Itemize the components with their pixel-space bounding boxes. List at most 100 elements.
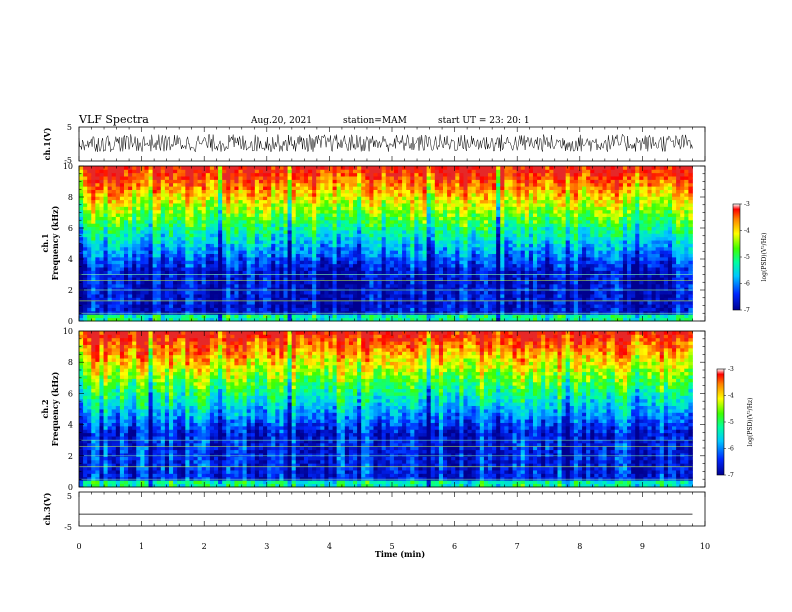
spectrogram-cell [483, 189, 489, 194]
spectrogram-cell [410, 186, 415, 190]
spectrogram-cell [402, 270, 407, 275]
spectrogram-cell [381, 267, 387, 271]
spectrogram-cell [316, 304, 321, 308]
spectrogram-cell [496, 256, 501, 261]
spectrogram-cell [234, 196, 239, 201]
spectrogram-cell [508, 176, 513, 180]
spectrogram-cell [443, 169, 448, 174]
spectrogram-cell [410, 267, 415, 271]
spectrogram-cell [295, 304, 301, 308]
spectrogram-cell [365, 287, 370, 292]
spectrogram-cell [348, 219, 354, 224]
spectrogram-cell [287, 209, 293, 214]
spectrogram-cell [246, 260, 252, 265]
spectrogram-cell [181, 182, 186, 187]
spectrogram-cell [385, 294, 391, 298]
spectrogram-cell [128, 172, 133, 177]
spectrogram-cell [316, 294, 321, 298]
spectrogram-cell [234, 294, 239, 298]
spectrogram-cell [173, 263, 178, 268]
spectrogram-cell [185, 300, 190, 305]
spectrogram-cell [226, 317, 231, 322]
spectrogram-cell [353, 169, 358, 174]
spectrogram-cell [414, 256, 419, 261]
spectrogram-cell [99, 240, 104, 244]
spectrogram-cell [414, 314, 419, 319]
spectrogram-cell [181, 277, 186, 281]
spectrogram-cell [99, 300, 104, 305]
spectrogram-cell [144, 267, 149, 271]
spectrogram-cell [422, 297, 428, 302]
spectrogram-cell [271, 283, 276, 288]
spectrogram-cell [451, 283, 456, 288]
spectrogram-cell [332, 223, 338, 228]
spectrogram-cell [340, 267, 346, 271]
spectrogram-cell [152, 290, 158, 295]
spectrogram-cell [500, 250, 505, 255]
spectrogram-cell [361, 270, 366, 275]
spectrogram-cell [164, 287, 170, 292]
spectrogram-cell [205, 307, 211, 312]
spectrogram-cell [267, 219, 272, 224]
spectrogram-cell [426, 219, 432, 224]
spectrogram-cell [119, 294, 125, 298]
spectrogram-cell [295, 179, 301, 184]
spectrogram-cell [430, 310, 436, 315]
spectrogram-cell [303, 287, 309, 292]
spectrogram-cell [152, 226, 158, 231]
spectrogram-cell [500, 213, 505, 217]
spectrogram-cell [479, 189, 485, 194]
spectrogram-cell [218, 166, 223, 170]
spectrogram-cell [263, 196, 268, 201]
ch1-waveform-panel: 5 -5 ch.1(V) [42, 123, 706, 165]
spectrogram-cell [213, 290, 219, 295]
spectrogram-cell [430, 179, 436, 184]
spectrogram-cell [471, 169, 477, 174]
spectrogram-cell [152, 260, 158, 265]
spectrogram-cell [508, 317, 513, 322]
spectrogram-cell [324, 236, 329, 241]
spectrogram-cell [144, 179, 149, 184]
spectrogram-cell [99, 304, 104, 308]
spectrogram-cell [295, 243, 301, 248]
spectrogram-cell [115, 246, 121, 251]
spectrogram-cell [316, 223, 321, 228]
spectrogram-cell [357, 209, 362, 214]
spectrogram-cell [385, 206, 391, 211]
spectrogram-cell [483, 273, 489, 278]
spectrogram-cell [365, 310, 370, 315]
spectrogram-cell [197, 290, 203, 295]
spectrogram-cell [303, 273, 309, 278]
spectrogram-cell [193, 246, 199, 251]
spectrogram-cell [209, 179, 215, 184]
spectrogram-cell [189, 189, 194, 194]
spectrogram-cell [246, 209, 252, 214]
spectrogram-cell [99, 233, 104, 238]
spectrogram-cell [226, 209, 231, 214]
spectrogram-cell [152, 230, 158, 234]
spectrogram-cell [287, 314, 293, 319]
spectrogram-cell [381, 166, 387, 170]
spectrogram-cell [295, 250, 301, 255]
spectrogram-cell [189, 216, 194, 221]
spectrogram-cell [222, 246, 227, 251]
spectrogram-cell [422, 300, 428, 305]
spectrogram-cell [123, 310, 129, 315]
spectrogram-cell [426, 243, 432, 248]
spectrogram-cell [308, 314, 313, 319]
spectrogram-cell [357, 277, 362, 281]
spectrogram-cell [418, 280, 423, 285]
spectrogram-cell [463, 182, 468, 187]
spectrogram-cell [246, 236, 252, 241]
spectrogram-cell [234, 176, 239, 180]
spectrogram-cell [148, 304, 154, 308]
spectrogram-cell [361, 166, 366, 170]
spectrogram-cell [279, 189, 284, 194]
spectrogram-cell [279, 277, 284, 281]
spectrogram-cell [238, 213, 243, 217]
spectrogram-cell [193, 226, 199, 231]
spectrogram-cell [438, 199, 444, 204]
spectrogram-cell [111, 243, 117, 248]
spectrogram-cell [369, 176, 374, 180]
spectrogram-cell [168, 256, 174, 261]
